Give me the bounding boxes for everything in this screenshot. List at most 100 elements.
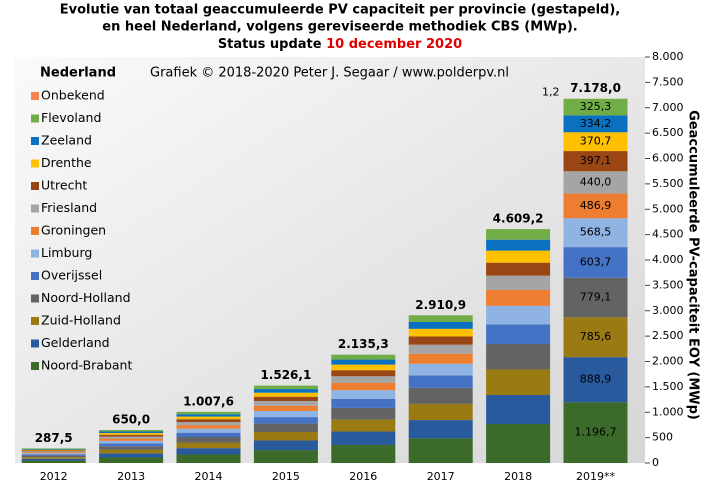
bar-segment [486,275,551,290]
bar-segment [99,440,164,444]
x-tick-label: 2015 [272,470,300,483]
legend-label: Gelderland [41,335,110,350]
data-label: 325,3 [580,100,612,113]
y-tick-label: 4.000 [652,253,684,266]
data-label: 397,1 [580,154,612,167]
bar-segment [331,390,396,399]
total-label: 287,5 [35,431,73,445]
bar-segment [563,98,628,116]
bar-segment [99,434,164,437]
legend-label: Flevoland [41,110,101,125]
y-tick-label: 0 [652,456,659,469]
total-label: 650,0 [112,413,150,427]
data-label: 1,2 [542,86,560,99]
bar-segment [253,450,318,463]
y-tick-label: 7.500 [652,75,684,88]
total-label: 7.178,0 [570,81,621,95]
bar-segment [21,455,86,458]
y-tick-label: 3.000 [652,304,684,317]
y-tick-label: 6.000 [652,152,684,165]
y-tick-label: 4.500 [652,228,684,241]
x-tick-label: 2019** [576,470,615,483]
bar-segment [99,438,164,441]
bar-segment [99,431,164,434]
legend-label: Noord-Holland [41,290,131,305]
status-text: Status update [218,37,322,52]
legend-swatch [31,182,39,190]
bar-segment [486,239,551,251]
bar-segment [563,277,628,318]
data-label: 568,5 [580,226,612,239]
status-date: 10 december 2020 [326,37,462,52]
x-tick-label: 2016 [349,470,377,483]
bar-segment [99,446,164,450]
bar-segment [253,396,318,401]
data-label: 370,7 [580,135,612,148]
total-label: 1.007,6 [183,394,234,408]
bar-segment [408,321,473,329]
legend-swatch [31,362,39,370]
bar-segment [99,457,164,463]
legend-swatch [31,114,39,123]
bar-segment [408,344,473,354]
x-tick-label: 2018 [504,470,532,483]
y-tick-label: 1.500 [652,380,684,393]
data-label: 486,9 [580,199,612,212]
bar-segment [331,444,396,463]
bar-segment [253,440,318,451]
bar-segment [253,385,318,390]
bar-segment [486,369,551,396]
data-label: 888,9 [580,373,612,386]
legend-swatch [31,339,39,348]
x-tick-label: 2013 [117,470,145,483]
bar-segment [486,229,551,240]
y-tick-label: 6.500 [652,126,684,139]
y-tick-label: 1.000 [652,405,684,418]
bar-segment [331,398,396,408]
total-label: 2.135,3 [338,337,389,351]
bar-segment [408,420,473,439]
y-tick-label: 2.000 [652,355,684,368]
bar-segment [486,344,551,370]
bar-segment [563,402,628,463]
bar-segment [408,328,473,337]
legend-label: Limburg [41,245,92,260]
bar-segment [21,452,86,454]
legend-label: Groningen [41,223,106,238]
legend-swatch [31,227,39,235]
bar-segment [176,414,241,417]
bar-segment [21,460,86,463]
legend-title: Nederland [40,66,116,81]
bar-segment [486,423,551,463]
bar-segment [331,407,396,420]
data-label: 785,6 [580,330,612,343]
plot-background [15,57,645,463]
y-tick-label: 5.000 [652,202,684,215]
bar-segment [563,317,628,358]
bar-segment [176,454,241,463]
data-label: 334,2 [580,117,612,130]
bar-segment [563,218,628,248]
bar-segment [253,389,318,393]
bar-segment [253,417,318,424]
bar-segment [408,353,473,364]
bar-segment [176,436,241,443]
bar-segment [408,315,473,322]
legend-swatch [31,272,39,280]
bar-segment [408,438,473,463]
bar-segment [253,400,318,406]
bar-segment [176,428,241,433]
y-tick-label: 7.000 [652,101,684,114]
bar-segment [21,457,86,459]
legend-label: Onbekend [41,88,105,103]
legend-label: Zeeland [41,133,92,148]
bar-segment [253,432,318,441]
bar-segment [176,411,241,415]
total-label: 2.910,9 [415,298,466,312]
bar-segment [563,357,628,403]
x-tick-label: 2017 [427,470,455,483]
bar-segment [331,354,396,360]
legend-swatch [31,317,39,325]
bar-segment [176,442,241,449]
